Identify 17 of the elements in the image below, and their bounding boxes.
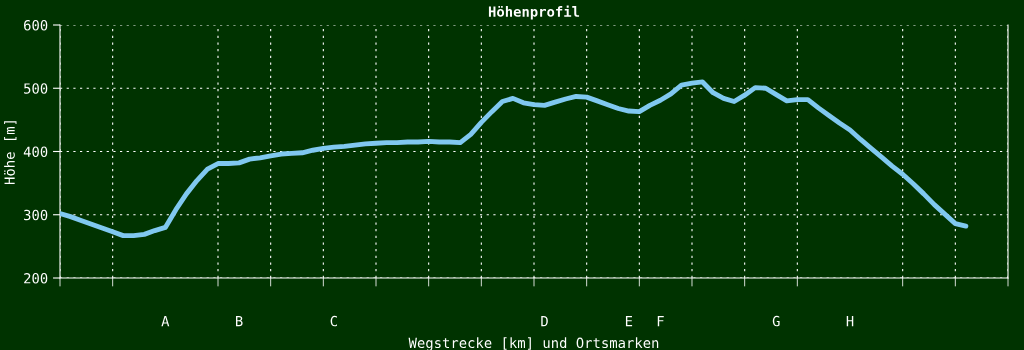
x-axis-title: Wegstrecke [km] und Ortsmarken: [408, 337, 659, 350]
y-axis-title: Höhe [m]: [4, 121, 17, 185]
line-series: [60, 79, 969, 239]
x-tick-label: A: [161, 316, 170, 327]
y-tick-label: 300: [24, 209, 48, 221]
y-tick-label: 500: [24, 83, 48, 94]
chart-title: Höhenprofil: [488, 5, 580, 20]
x-tick-label: B: [236, 316, 243, 327]
x-tick-label: H: [846, 316, 854, 327]
x-tick-label: F: [657, 316, 664, 327]
x-tick-label: G: [772, 315, 780, 327]
y-tick-label: 400: [23, 146, 48, 158]
x-tick-label: E: [625, 316, 633, 327]
y-tick-label: 200: [24, 273, 48, 284]
x-tick-label: D: [541, 316, 548, 327]
x-tick-label: C: [330, 315, 337, 327]
y-tick-label: 600: [24, 20, 48, 31]
